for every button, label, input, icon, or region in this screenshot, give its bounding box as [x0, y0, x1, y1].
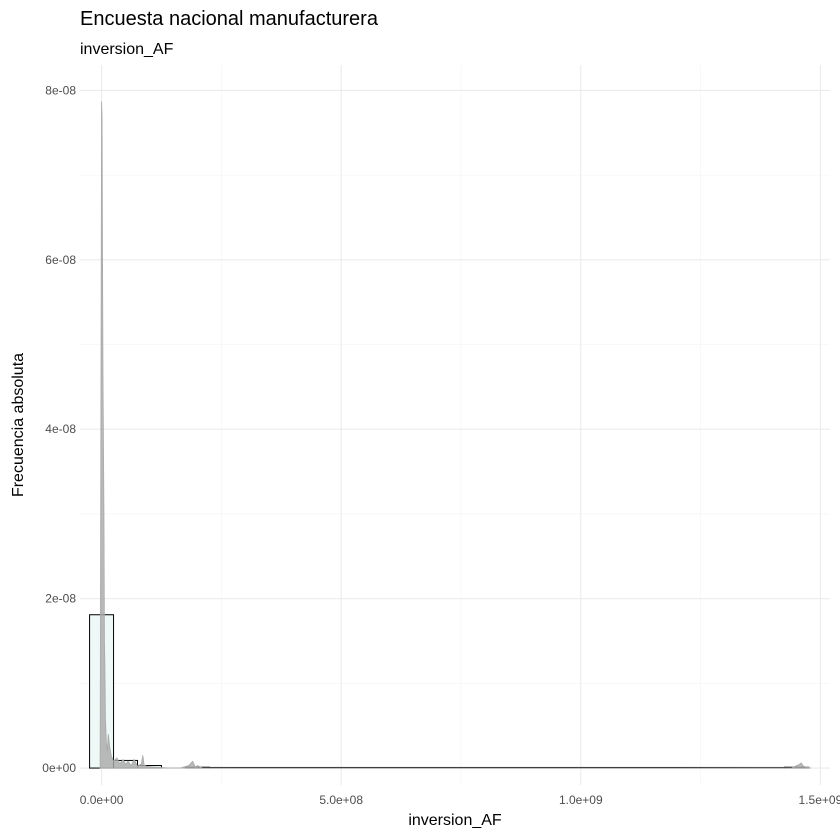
density-area	[99, 101, 811, 769]
chart-title: Encuesta nacional manufacturera	[80, 8, 378, 30]
y-tick-label: 2e-08	[45, 592, 76, 606]
y-tick-label: 4e-08	[45, 422, 76, 436]
y-tick-label: 0e+00	[42, 761, 76, 775]
chart-subtitle: inversion_AF	[80, 41, 174, 58]
x-tick-label: 1.0e+09	[559, 793, 603, 807]
minor-gridlines	[80, 65, 830, 785]
x-axis-label: inversion_AF	[408, 812, 502, 829]
y-tick-label: 8e-08	[45, 83, 76, 97]
x-tick-label: 0.0e+00	[80, 793, 124, 807]
y-tick-labels: 0e+00 2e-08 4e-08 6e-08 8e-08	[42, 83, 76, 775]
y-tick-label: 6e-08	[45, 253, 76, 267]
major-gridlines	[80, 65, 830, 785]
x-tick-label: 1.5e+09	[799, 793, 840, 807]
density-layer	[99, 101, 811, 769]
x-tick-labels: 0.0e+00 5.0e+08 1.0e+09 1.5e+09	[80, 793, 840, 807]
x-tick-label: 5.0e+08	[319, 793, 363, 807]
